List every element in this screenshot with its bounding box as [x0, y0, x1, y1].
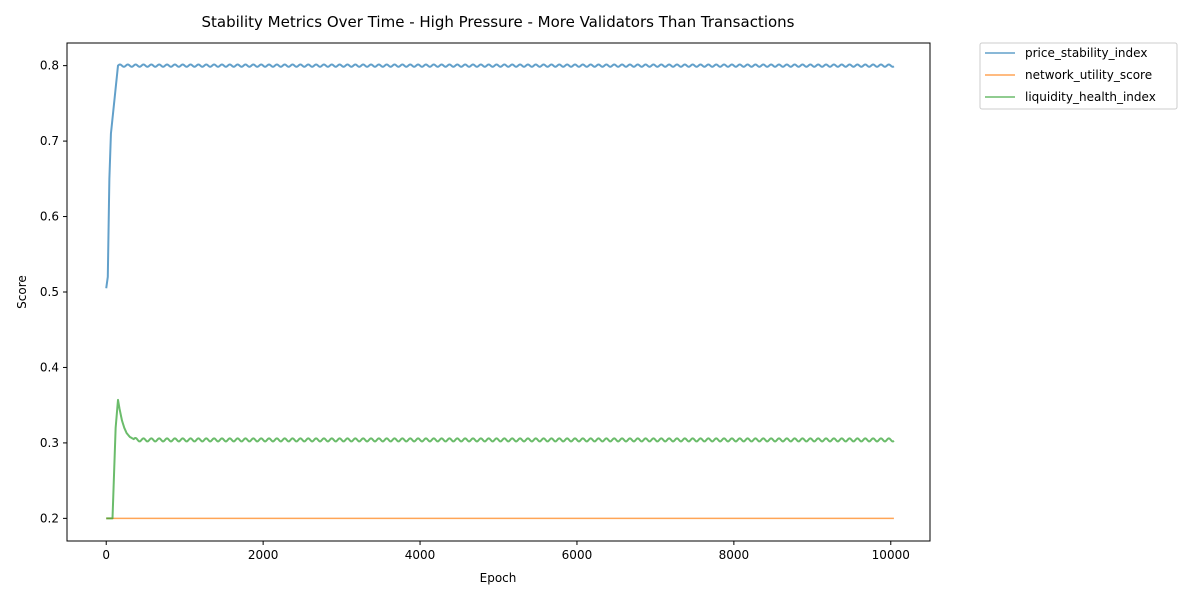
y-tick-label: 0.6 [40, 210, 59, 224]
x-tick-label: 10000 [872, 548, 910, 562]
y-axis-label: Score [15, 275, 29, 309]
y-tick-label: 0.3 [40, 436, 59, 450]
legend-label: price_stability_index [1025, 46, 1147, 60]
legend-item: price_stability_index [985, 46, 1147, 60]
y-axis: 0.2 0.3 0.4 0.5 0.6 0.7 0.8 [40, 59, 67, 525]
y-tick-label: 0.4 [40, 360, 59, 374]
y-tick-label: 0.7 [40, 134, 59, 148]
y-tick-label: 0.8 [40, 59, 59, 73]
y-tick-label: 0.5 [40, 285, 59, 299]
legend: price_stability_index network_utility_sco… [979, 42, 1178, 110]
legend-frame [979, 42, 1178, 110]
plot-area [66, 42, 931, 542]
x-tick-label: 0 [102, 548, 110, 562]
x-tick-label: 2000 [248, 548, 279, 562]
x-tick-label: 4000 [405, 548, 436, 562]
x-axis: 0 2000 4000 6000 8000 10000 [102, 541, 910, 562]
chart-title: Stability Metrics Over Time - High Press… [202, 13, 795, 31]
x-axis-label: Epoch [480, 571, 517, 585]
series-line-price-stability-index [105, 63, 895, 289]
legend-label: liquidity_health_index [1025, 90, 1156, 104]
x-tick-label: 8000 [719, 548, 750, 562]
legend-item: liquidity_health_index [985, 90, 1156, 104]
series-line-liquidity-health-index [105, 398, 895, 520]
legend-item: network_utility_score [985, 68, 1152, 82]
y-tick-label: 0.2 [40, 511, 59, 525]
legend-label: network_utility_score [1025, 68, 1152, 82]
series-layer [105, 63, 895, 520]
x-tick-label: 6000 [562, 548, 593, 562]
